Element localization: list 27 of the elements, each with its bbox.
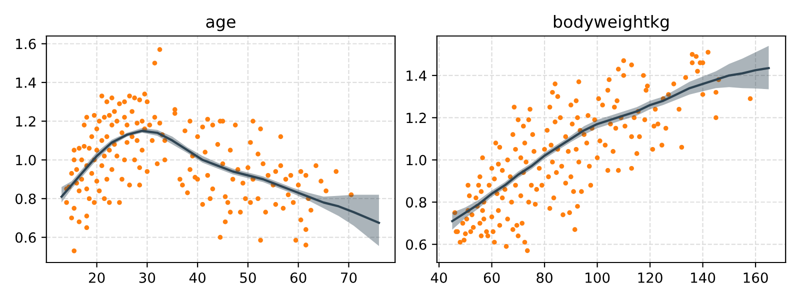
y-tick-label: 0.8 — [406, 197, 426, 208]
y-tick-label: 1.2 — [406, 112, 426, 123]
y-tick-label: 1.4 — [406, 70, 426, 81]
x-tick-label: 40 — [430, 272, 447, 283]
x-tick-label: 140 — [691, 272, 716, 283]
x-tick-label: 40 — [189, 272, 206, 283]
x-tick-label: 70 — [341, 272, 357, 283]
x-tick-label: 120 — [638, 272, 662, 283]
x-tick-label: 100 — [586, 272, 610, 283]
chart-title: age — [206, 18, 236, 32]
y-tick-label: 1.0 — [406, 154, 426, 166]
y-tick-label: 0.8 — [16, 194, 36, 204]
chart-title: bodyweightkg — [554, 15, 669, 32]
x-tick-label: 60 — [484, 272, 500, 283]
y-tick-label: 0.6 — [16, 232, 36, 243]
y-tick-label: 1.6 — [16, 38, 36, 50]
y-tick-label: 1.0 — [16, 154, 36, 166]
y-tick-label: 0.6 — [406, 239, 426, 250]
x-tick-label: 30 — [139, 272, 156, 283]
line-series — [451, 66, 770, 222]
x-tick-label: 20 — [88, 272, 105, 283]
y-tick-label: 1.2 — [16, 116, 36, 126]
x-tick-label: 50 — [240, 272, 256, 283]
x-tick-label: 60 — [290, 272, 306, 283]
x-tick-label: 160 — [744, 272, 768, 283]
y-tick-label: 1.4 — [16, 78, 36, 88]
x-tick-label: 80 — [536, 272, 552, 283]
